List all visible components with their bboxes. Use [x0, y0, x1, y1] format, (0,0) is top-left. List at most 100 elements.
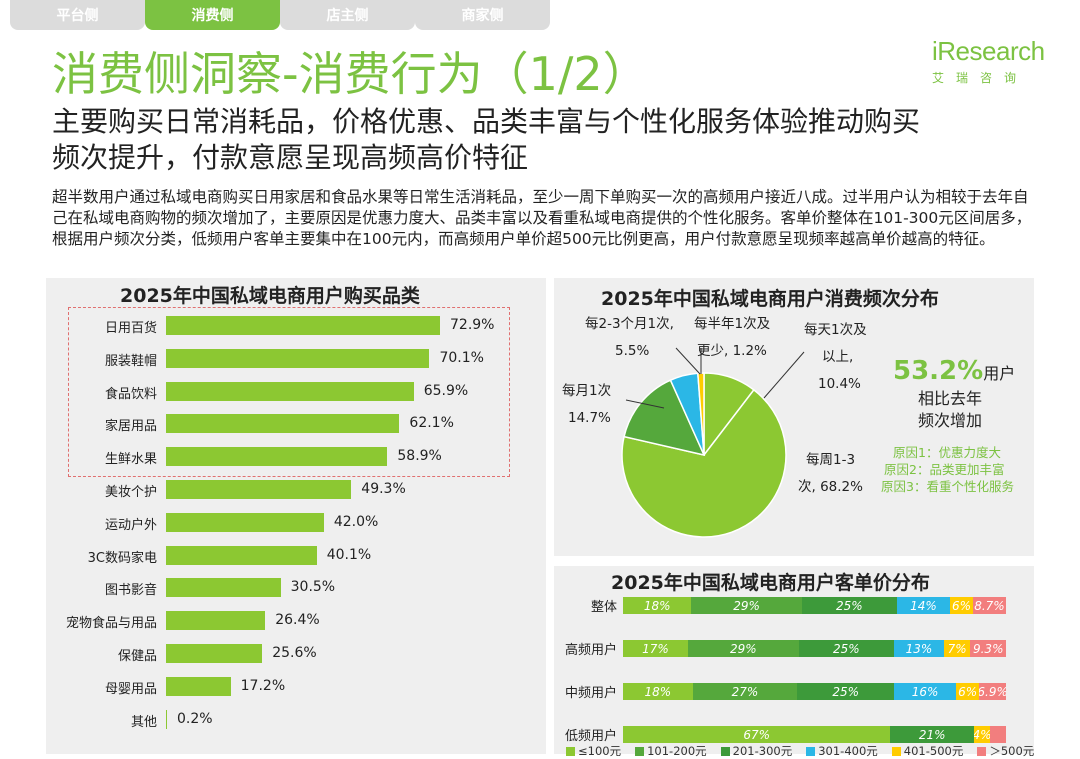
pie-label-bimonthly-1: 每2-3个月1次, [585, 316, 674, 332]
pie-label-daily-2: 以上, [822, 349, 854, 365]
price-segment: 6% [956, 683, 980, 700]
bar-category-label: 家居用品 [104, 419, 157, 435]
legend-item: ＞500元 [977, 743, 1034, 759]
price-segment: 67% [623, 726, 891, 743]
bar-category-label: 图书影音 [104, 583, 157, 599]
legend-label: 101-200元 [647, 744, 707, 758]
bar-value-label: 17.2% [240, 677, 286, 694]
price-row-label: 高频用户 [564, 643, 617, 658]
subtitle-line1: 主要购买日常消耗品，价格优惠、品类丰富与个性化服务体验推动购买 [52, 105, 921, 138]
price-segment: 25% [797, 683, 895, 700]
bar-6 [166, 512, 324, 532]
price-segment: 8.7% [972, 597, 1006, 614]
iresearch-logo: iResearch 艾瑞咨询 [932, 36, 1054, 96]
bar-category-label: 其他 [130, 714, 157, 730]
pie-leader-line [763, 351, 805, 399]
legend-item: 201-300元 [720, 743, 793, 759]
increase-line2: 相比去年 [918, 389, 983, 408]
legend-label: 301-400元 [818, 744, 878, 758]
description: 超半数用户通过私域电商购买日用家居和食品水果等日常生活消耗品，至少一周下单购买一… [52, 188, 1032, 248]
bar-value-label: 49.3% [361, 481, 406, 497]
increase-percent: 53.2%用户 [893, 356, 1016, 386]
section-tabs: 平台侧 消费侧 店主侧 商家侧 [10, 0, 550, 30]
price-segment: 13% [894, 640, 944, 657]
bar-7 [166, 545, 317, 565]
top5-highlight-box [68, 307, 510, 477]
bar-category-label: 服装鞋帽 [104, 353, 157, 369]
legend-label: ＞500元 [989, 744, 1035, 758]
price-chart-title: 2025年中国私域电商用户客单价分布 [611, 572, 930, 594]
price-segment: 14% [896, 597, 951, 614]
pie-leader-line [625, 399, 665, 409]
bar-10 [166, 644, 263, 663]
price-segment: 16% [894, 683, 957, 700]
page-subtitle: 主要购买日常消耗品，价格优惠、品类丰富与个性化服务体验推动购买 频次提升，付款意… [52, 104, 1042, 176]
bar-category-label: 保健品 [117, 649, 157, 664]
tab-shopowner[interactable]: 店主侧 [280, 0, 415, 30]
pie-leader-line [675, 347, 701, 375]
reason-2: 原因2：品类更加丰富 [884, 462, 1005, 477]
bar-5 [166, 480, 352, 499]
bar-value-label: 30.5% [290, 579, 336, 596]
bar-8 [166, 578, 281, 598]
bar-value-label: 62.1% [409, 415, 454, 432]
bar-1 [166, 348, 430, 368]
bar-value-label: 25.6% [272, 645, 317, 661]
price-segment: 21% [890, 726, 975, 743]
pie-label-bimonthly-2: 5.5% [615, 343, 650, 359]
price-row-label: 整体 [590, 600, 617, 615]
bar-category-label: 日用百货 [104, 321, 157, 336]
price-segment: 6% [950, 597, 973, 614]
bar-value-label: 70.1% [439, 349, 484, 366]
bar-value-label: 40.1% [326, 546, 372, 563]
price-row-label: 中频用户 [564, 686, 617, 701]
logo-i: i [932, 36, 938, 66]
legend-swatch [566, 746, 575, 756]
price-legend: ≤100元 101-200元 201-300元 301-400元 401-500元 ＞50… [566, 743, 1048, 759]
pie-label-monthly-1: 每月1次 [562, 383, 612, 399]
legend-swatch [891, 746, 901, 756]
price-segment: 25% [798, 640, 895, 657]
pie-label-daily-3: 10.4% [818, 376, 861, 392]
logo-word: Research [937, 36, 1045, 66]
tab-merchant[interactable]: 商家侧 [415, 0, 550, 30]
bar-value-label: 58.9% [397, 448, 442, 465]
bar-0 [166, 316, 440, 335]
page-title: 消费侧洞察-消费行为（1/2） [52, 47, 649, 101]
pie-label-halfyear-2: 更少, 1.2% [697, 343, 767, 359]
bar-4 [166, 447, 388, 467]
legend-item: 301-400元 [806, 743, 878, 759]
bar-category-label: 食品饮料 [104, 386, 157, 402]
tab-consumer[interactable]: 消费侧 [145, 0, 280, 30]
legend-swatch [806, 746, 816, 756]
price-segment: 17% [623, 640, 688, 657]
price-segment: 29% [691, 597, 802, 614]
price-row-label: 低频用户 [564, 729, 617, 744]
price-segment: 4% [974, 726, 991, 743]
tab-platform[interactable]: 平台侧 [10, 0, 145, 30]
legend-item: 401-500元 [891, 743, 963, 759]
bar-category-label: 母婴用品 [104, 681, 157, 697]
pie-label-weekly-2: 次, 68.2% [798, 479, 863, 495]
reason-3: 原因3：看重个性化服务 [881, 479, 1014, 494]
bar-category-label: 宠物食品与用品 [65, 616, 157, 632]
bar-value-label: 0.2% [177, 710, 213, 727]
price-segment: 9.3% [970, 640, 1006, 657]
pie-label-daily-1: 每天1次及 [804, 322, 867, 338]
bar-value-label: 72.9% [450, 317, 495, 333]
increase-line3: 频次增加 [918, 411, 983, 430]
subtitle-line2: 频次提升，付款意愿呈现高频高价特征 [52, 141, 529, 174]
frequency-pie [621, 347, 805, 538]
pie-label-halfyear-1: 每半年1次及 [694, 316, 771, 332]
pie-slice-1 [621, 388, 787, 538]
pie-label-monthly-2: 14.7% [568, 410, 611, 426]
legend-label: 201-300元 [732, 744, 793, 758]
bar-value-label: 26.4% [275, 612, 320, 629]
price-segment: 18% [623, 683, 693, 700]
bar-category-label: 生鲜水果 [104, 452, 157, 468]
bar-category-label: 运动户外 [104, 517, 157, 533]
legend-swatch [720, 746, 730, 756]
pie-label-weekly-1: 每周1-3 [806, 452, 856, 468]
price-segment: 27% [692, 683, 798, 700]
price-segment [990, 726, 1006, 743]
